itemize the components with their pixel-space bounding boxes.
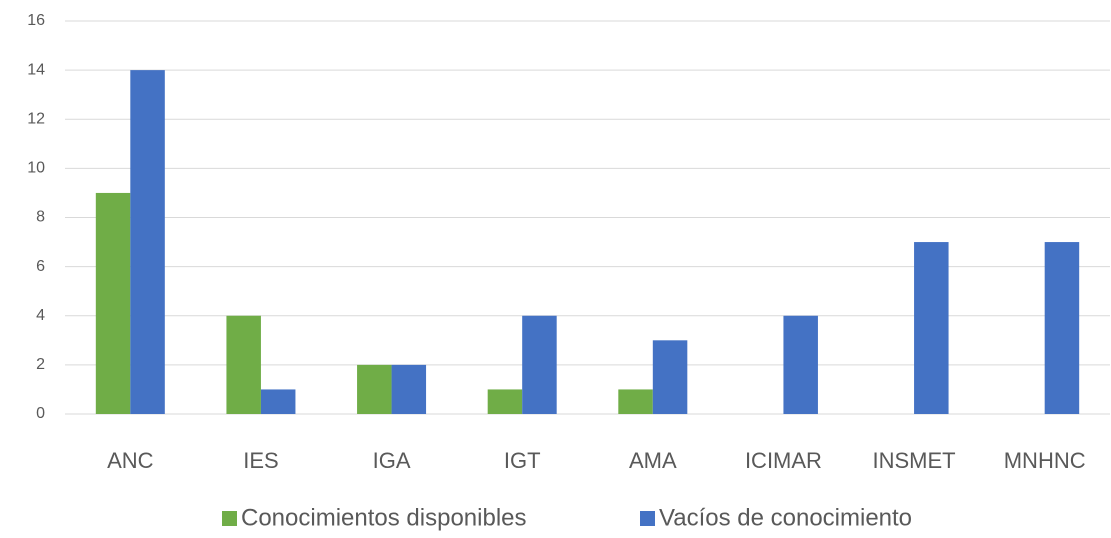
y-tick-label: 0 (36, 405, 45, 422)
bar (487, 389, 523, 414)
y-tick-label: 2 (36, 356, 45, 373)
y-tick-label: 4 (36, 307, 45, 324)
x-tick-label: IGA (373, 448, 411, 473)
x-tick-label: MNHNC (1004, 448, 1086, 473)
bar (357, 364, 392, 414)
x-tick-label: IES (243, 448, 278, 473)
y-tick-label: 6 (36, 258, 45, 275)
legend-label: Vacíos de conocimiento (659, 504, 912, 531)
y-tick-label: 14 (27, 61, 45, 78)
legend-swatch (222, 511, 237, 526)
x-tick-label: ICIMAR (745, 448, 822, 473)
legend-swatch (640, 511, 655, 526)
bar (260, 389, 296, 414)
y-tick-label: 12 (27, 110, 45, 127)
legend-label: Conocimientos disponibles (241, 504, 527, 531)
y-tick-label: 16 (27, 12, 45, 29)
bar (618, 389, 653, 414)
y-tick-label: 10 (27, 160, 45, 177)
bar (652, 340, 688, 414)
bar (226, 315, 261, 414)
x-tick-label: INSMET (873, 448, 956, 473)
x-tick-label: IGT (504, 448, 541, 473)
bar (914, 242, 949, 414)
bar (95, 192, 131, 414)
bar (522, 315, 557, 414)
bar (391, 364, 427, 414)
x-tick-label: AMA (629, 448, 677, 473)
bar (783, 315, 818, 414)
bar (1044, 242, 1080, 414)
x-tick-label: ANC (107, 448, 154, 473)
y-tick-label: 8 (36, 209, 45, 226)
bar (130, 70, 165, 414)
